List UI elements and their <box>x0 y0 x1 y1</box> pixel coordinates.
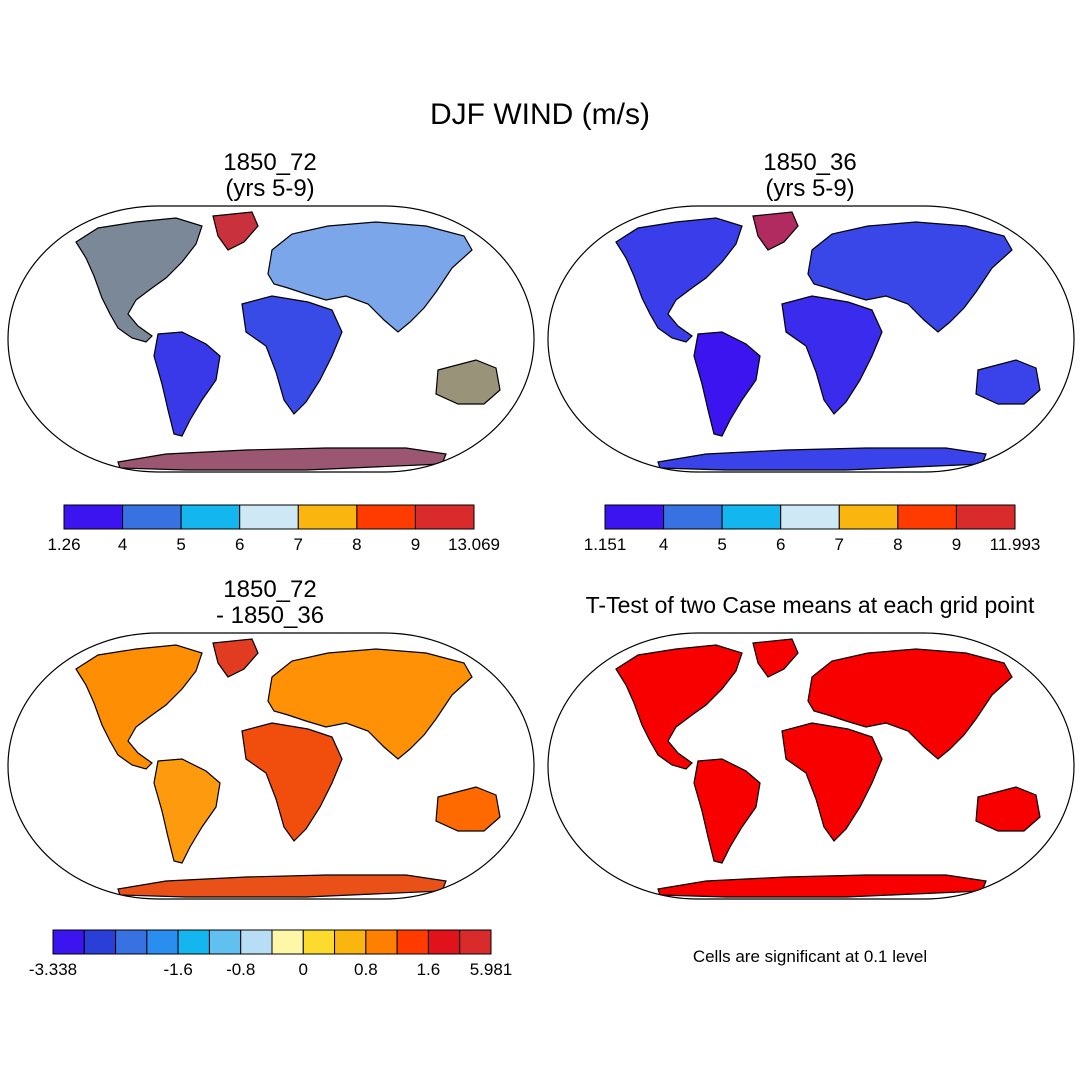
colorbar-tick-label: 8 <box>893 535 902 554</box>
colorbar-swatch <box>239 504 299 530</box>
land-southAmerica <box>694 759 760 863</box>
colorbar-case1: 1.26 4 5 6 7 8 9 13.069 <box>47 504 500 554</box>
land-southAmerica <box>154 759 220 863</box>
land-australia <box>436 787 500 831</box>
colorbar-tick-label: 6 <box>776 535 785 554</box>
colorbar-swatch <box>115 929 148 955</box>
colorbar-case2: 1.151 4 5 6 7 8 9 11.993 <box>584 504 1040 554</box>
panel-title-case1: 1850_72 (yrs 5-9) <box>140 150 400 202</box>
panel-title-line: 1850_72 <box>223 576 317 603</box>
colorbar-swatch <box>208 929 242 955</box>
colorbar-swatch <box>955 504 1016 530</box>
colorbar-tick-label: 4 <box>659 535 668 554</box>
colorbar-tick-label: 11.993 <box>990 535 1041 554</box>
colorbar-tick-label: 5.981 <box>470 960 513 979</box>
colorbar-tick-label: 4 <box>118 535 127 554</box>
colorbar-swatch <box>146 929 179 955</box>
panel-title-diff: 1850_72 - 1850_36 <box>140 577 400 629</box>
colorbar-diff: -3.338 -1.6 -0.8 0 0.8 1.6 5.981 <box>29 929 512 979</box>
colorbar-swatch <box>780 504 840 530</box>
colorbar-tick-label: 0.8 <box>354 960 378 979</box>
colorbar-swatch <box>52 929 85 955</box>
colorbar-tick-label: 6 <box>235 535 244 554</box>
land-eurasia <box>268 649 472 759</box>
map-border <box>7 632 535 900</box>
colorbar-swatch <box>297 504 358 530</box>
panel-title-ttest: T-Test of two Case means at each grid po… <box>555 592 1065 618</box>
colorbar-swatch <box>459 929 492 955</box>
map-case1 <box>7 205 535 473</box>
colorbar-swatch <box>604 504 665 530</box>
colorbar-swatch <box>240 929 273 955</box>
colorbar-swatch <box>427 929 461 955</box>
map-border <box>547 632 1075 900</box>
map-ttest <box>547 632 1075 900</box>
colorbar-tick-label: -3.338 <box>29 960 77 979</box>
colorbar-swatch <box>356 504 416 530</box>
land-northAmerica <box>76 218 202 342</box>
colorbar-swatch <box>663 504 723 530</box>
colorbar-tick-label: -1.6 <box>163 960 192 979</box>
land-northAmerica <box>616 645 742 769</box>
land-eurasia <box>268 222 472 332</box>
map-border <box>7 205 535 473</box>
colorbar-tick-label: -0.8 <box>226 960 255 979</box>
colorbar-swatch <box>365 929 398 955</box>
colorbar-tick-label: 5 <box>176 535 185 554</box>
colorbar-tick-label: 7 <box>835 535 844 554</box>
panel-title-line: 1850_72 <box>223 149 317 176</box>
map-case2 <box>547 205 1075 473</box>
colorbar-tick-label: 1.151 <box>584 535 627 554</box>
panel-title-line: T-Test of two Case means at each grid po… <box>585 592 1035 618</box>
colorbar-swatch <box>177 929 210 955</box>
colorbar-swatch <box>838 504 899 530</box>
colorbar-tick-label: 1.26 <box>47 535 80 554</box>
land-southAmerica <box>694 332 760 436</box>
land-eurasia <box>808 649 1012 759</box>
significance-note: Cells are significant at 0.1 level <box>692 947 928 966</box>
colorbar-swatch <box>83 929 117 955</box>
colorbar-tick-label: 9 <box>411 535 420 554</box>
colorbar-tick-label: 7 <box>294 535 303 554</box>
land-australia <box>976 787 1040 831</box>
colorbar-swatch <box>122 504 182 530</box>
colorbar-swatch <box>897 504 957 530</box>
land-greenland <box>753 639 798 677</box>
figure-title: DJF WIND (m/s) <box>430 98 650 131</box>
colorbar-tick-label: 13.069 <box>448 535 500 554</box>
colorbar-swatch <box>334 929 367 955</box>
colorbar-tick-label: 9 <box>952 535 961 554</box>
map-border <box>547 205 1075 473</box>
colorbar-swatch <box>414 504 475 530</box>
panel-title-line: 1850_36 <box>763 149 857 176</box>
colorbar-swatch <box>180 504 241 530</box>
panel-title-line: (yrs 5-9) <box>765 175 855 202</box>
colorbar-tick-label: 0 <box>299 960 308 979</box>
land-antarctica <box>658 875 986 897</box>
land-northAmerica <box>616 218 742 342</box>
colorbar-tick-label: 5 <box>717 535 726 554</box>
land-northAmerica <box>76 645 202 769</box>
colorbar-swatch <box>302 929 336 955</box>
colorbar-swatch <box>271 929 304 955</box>
colorbar-swatch <box>396 929 429 955</box>
panel-title-case2: 1850_36 (yrs 5-9) <box>680 150 940 202</box>
colorbar-tick-label: 1.6 <box>417 960 441 979</box>
colorbar-tick-label: 8 <box>352 535 361 554</box>
colorbar-swatch <box>721 504 782 530</box>
panel-title-line: - 1850_36 <box>215 602 325 629</box>
panel-title-line: (yrs 5-9) <box>225 175 315 202</box>
map-diff <box>7 632 535 900</box>
colorbar-swatch <box>63 504 124 530</box>
